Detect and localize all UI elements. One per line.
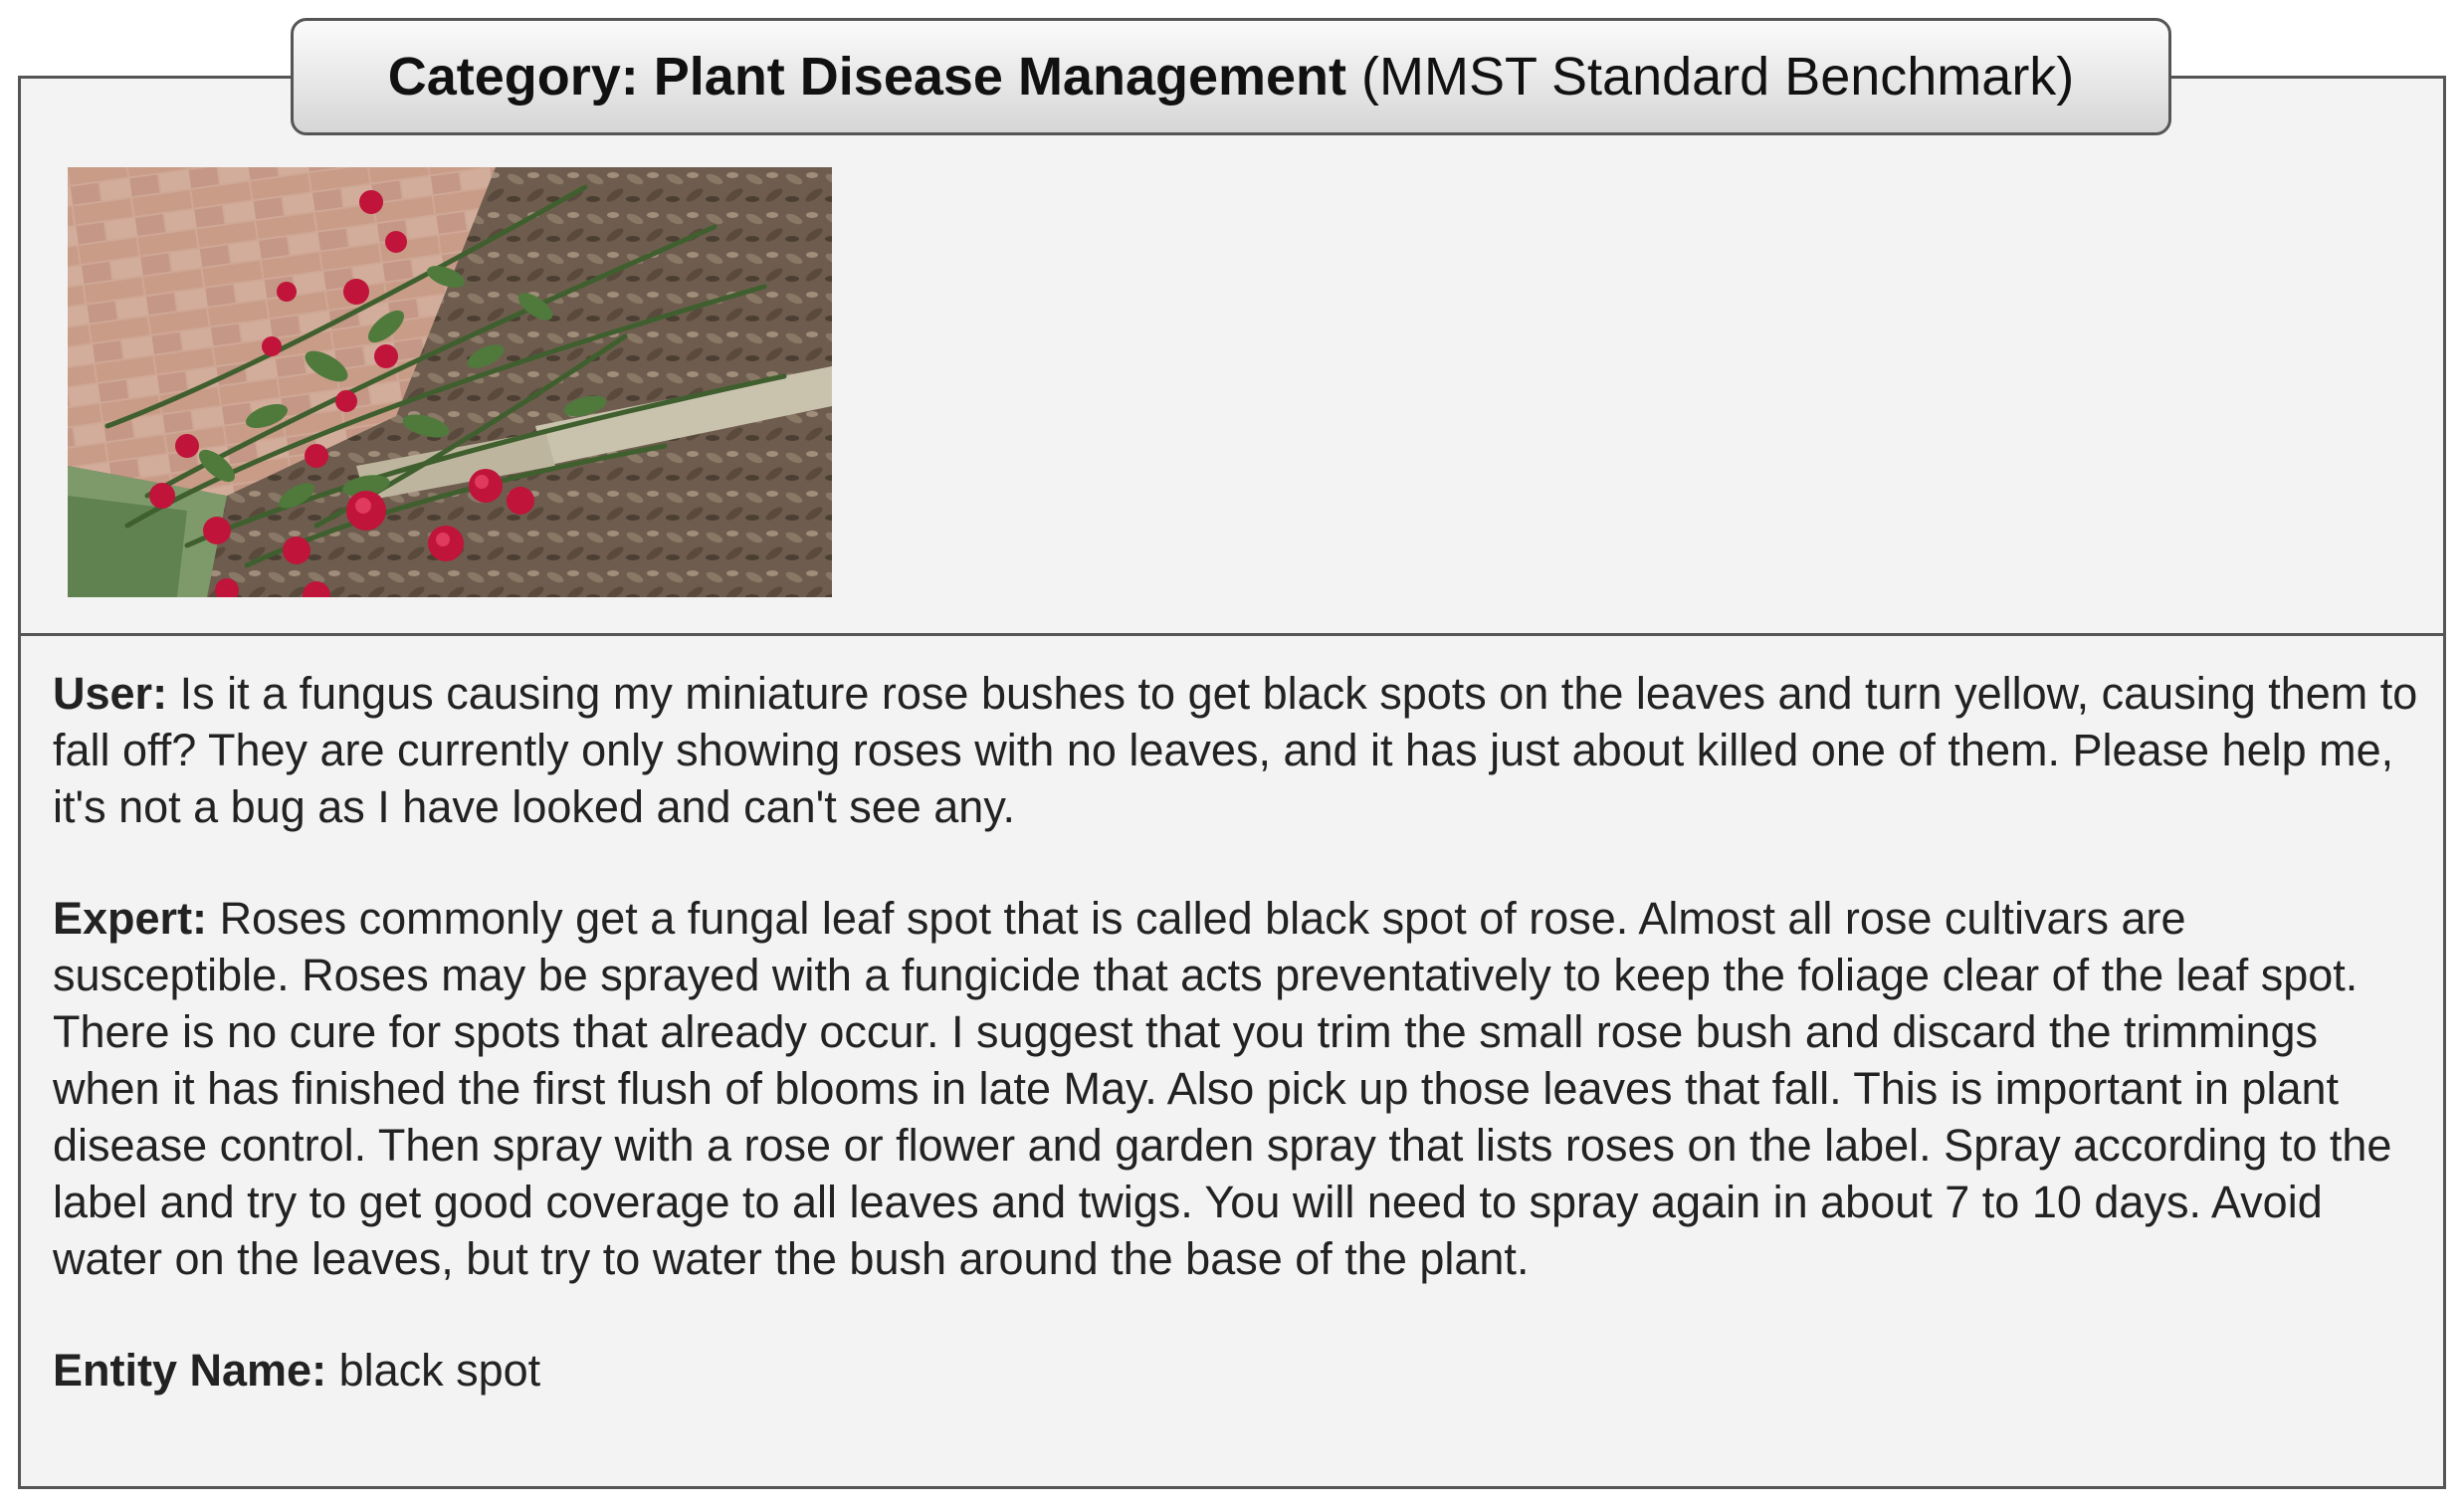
dialogue-text: User: Is it a fungus causing my miniatur… <box>53 665 2421 1453</box>
expert-label: Expert: <box>53 893 208 944</box>
user-message: User: Is it a fungus causing my miniatur… <box>53 665 2421 835</box>
expert-message: Expert: Roses commonly get a fungal leaf… <box>53 890 2421 1287</box>
category-label: Category: <box>387 47 639 107</box>
category-value: Plant Disease Management <box>653 47 1347 107</box>
entity-value: black spot <box>338 1345 541 1396</box>
user-label: User: <box>53 668 168 719</box>
category-title: Category: Plant Disease Management (MMST… <box>291 18 2171 135</box>
section-divider <box>18 633 2446 636</box>
entity-line: Entity Name: black spot <box>53 1342 2421 1399</box>
user-text: Is it a fungus causing my miniature rose… <box>53 668 2418 832</box>
entity-label: Entity Name: <box>53 1345 327 1396</box>
expert-text: Roses commonly get a fungal leaf spot th… <box>53 893 2392 1284</box>
rose-bush-photo <box>68 167 832 597</box>
benchmark-name: (MMST Standard Benchmark) <box>1361 47 2075 107</box>
